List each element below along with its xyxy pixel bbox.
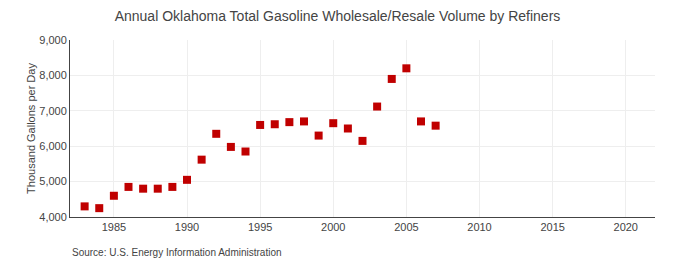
svg-text:Annual Oklahoma Total Gasoline: Annual Oklahoma Total Gasoline Wholesale… [115, 8, 561, 24]
svg-text:2000: 2000 [321, 221, 345, 233]
svg-text:5,000: 5,000 [39, 175, 67, 187]
svg-text:2015: 2015 [540, 221, 564, 233]
svg-text:Source: U.S. Energy Informatio: Source: U.S. Energy Information Administ… [72, 247, 282, 258]
svg-text:6,000: 6,000 [39, 140, 67, 152]
svg-text:4,000: 4,000 [39, 211, 67, 223]
svg-text:2005: 2005 [394, 221, 418, 233]
svg-text:2020: 2020 [614, 221, 638, 233]
svg-text:8,000: 8,000 [39, 69, 67, 81]
svg-text:1990: 1990 [175, 221, 199, 233]
svg-text:7,000: 7,000 [39, 105, 67, 117]
svg-text:Thousand Gallons per Day: Thousand Gallons per Day [25, 63, 37, 194]
svg-text:2010: 2010 [467, 221, 491, 233]
svg-text:9,000: 9,000 [39, 34, 67, 46]
svg-text:1985: 1985 [102, 221, 126, 233]
svg-text:1995: 1995 [248, 221, 272, 233]
